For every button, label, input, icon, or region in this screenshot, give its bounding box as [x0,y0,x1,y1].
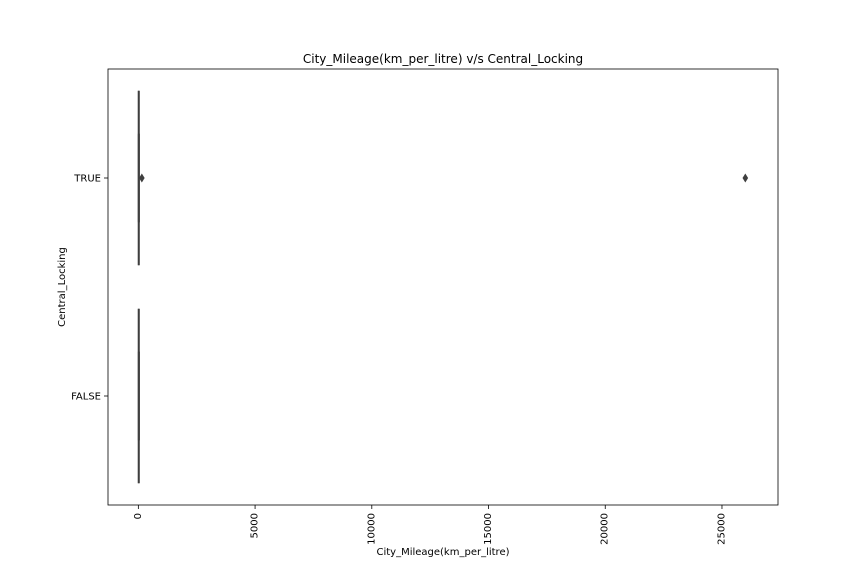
x-tick-label: 15000 [483,513,494,545]
y-axis-label: Central_Locking [57,247,68,327]
y-axis: TRUE FALSE [71,174,108,403]
x-tick-label: 25000 [716,513,727,545]
x-tick-label: 20000 [600,513,611,545]
y-tick-label: TRUE [73,174,101,185]
plot-area [107,68,779,506]
x-tick-label: 5000 [250,513,261,538]
box-false [137,308,140,484]
outlier-point [139,173,145,183]
x-tick-label: 0 [133,513,144,519]
x-axis-label: City_Mileage(km_per_litre) [376,547,509,558]
y-tick-label: FALSE [71,392,101,403]
boxes-layer [137,90,749,484]
x-axis: 0 5000 10000 15000 20000 25000 [133,505,727,545]
box-true [137,90,749,266]
outlier-point [742,173,749,183]
chart-title: City_Mileage(km_per_litre) v/s Central_L… [303,52,583,66]
x-tick-label: 10000 [366,513,377,545]
